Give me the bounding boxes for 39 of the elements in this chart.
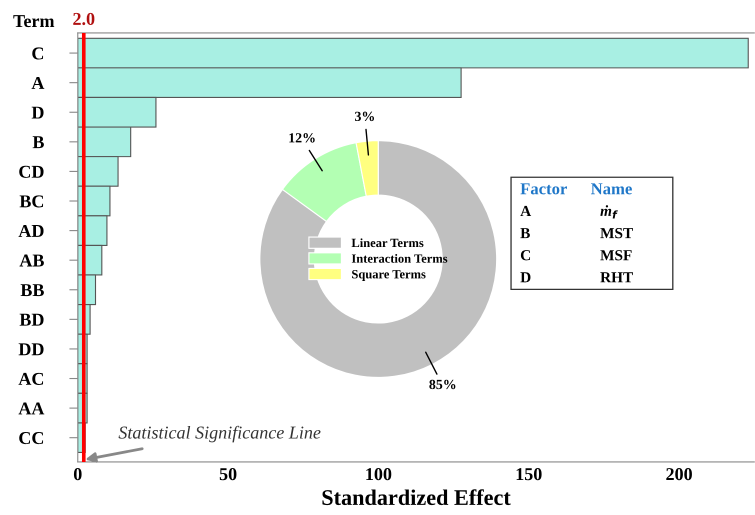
y-tick-label: AD <box>18 224 44 237</box>
y-tick-label: C <box>32 47 44 60</box>
y-tick-label: D <box>32 106 44 119</box>
annotation: MST <box>600 228 633 238</box>
y-tick-label: BC <box>20 195 44 208</box>
y-tick-label: AA <box>18 402 44 414</box>
x-tick-label: 150 <box>516 468 542 480</box>
x-axis-title: Standardized Effect <box>322 489 511 506</box>
legend-label: Linear Terms <box>352 238 424 248</box>
data-label: 12% <box>289 133 315 143</box>
y-tick-label: AC <box>18 372 44 385</box>
y-tick-label: CC <box>19 432 44 444</box>
annotation: ṁ$_{f}$ <box>600 205 618 218</box>
data-label: 3% <box>354 112 374 122</box>
y-tick-label: BB <box>20 284 44 296</box>
annotation: B <box>520 228 530 238</box>
y-tick-label: A <box>32 77 44 89</box>
legend-label: Interaction Terms <box>352 254 448 263</box>
y-tick-label: CD <box>19 166 44 178</box>
x-tick-label: 100 <box>366 468 392 480</box>
annotation: MSF <box>600 250 632 260</box>
annotation: RHT <box>600 272 633 282</box>
annotation: Name <box>590 183 632 194</box>
x-tick-label: 0 <box>74 468 82 480</box>
annotation: A <box>520 206 532 216</box>
x-tick-label: 50 <box>220 468 236 480</box>
annotation: Statistical Significance Line <box>118 426 321 442</box>
annotation: C <box>520 250 530 260</box>
y-tick-label: BD <box>20 314 44 326</box>
y-tick-label: DD <box>18 343 44 356</box>
legend-label: Square Terms <box>352 270 426 281</box>
annotation: Factor <box>520 183 567 194</box>
y-tick-label: B <box>32 136 44 148</box>
x-tick-label: 200 <box>666 468 692 480</box>
annotation: D <box>520 272 530 282</box>
y-axis-title: Term <box>13 15 54 28</box>
data-label: 85% <box>429 380 456 390</box>
y-tick-label: AB <box>20 254 44 266</box>
ref-line-label: 2.0 <box>73 12 94 26</box>
